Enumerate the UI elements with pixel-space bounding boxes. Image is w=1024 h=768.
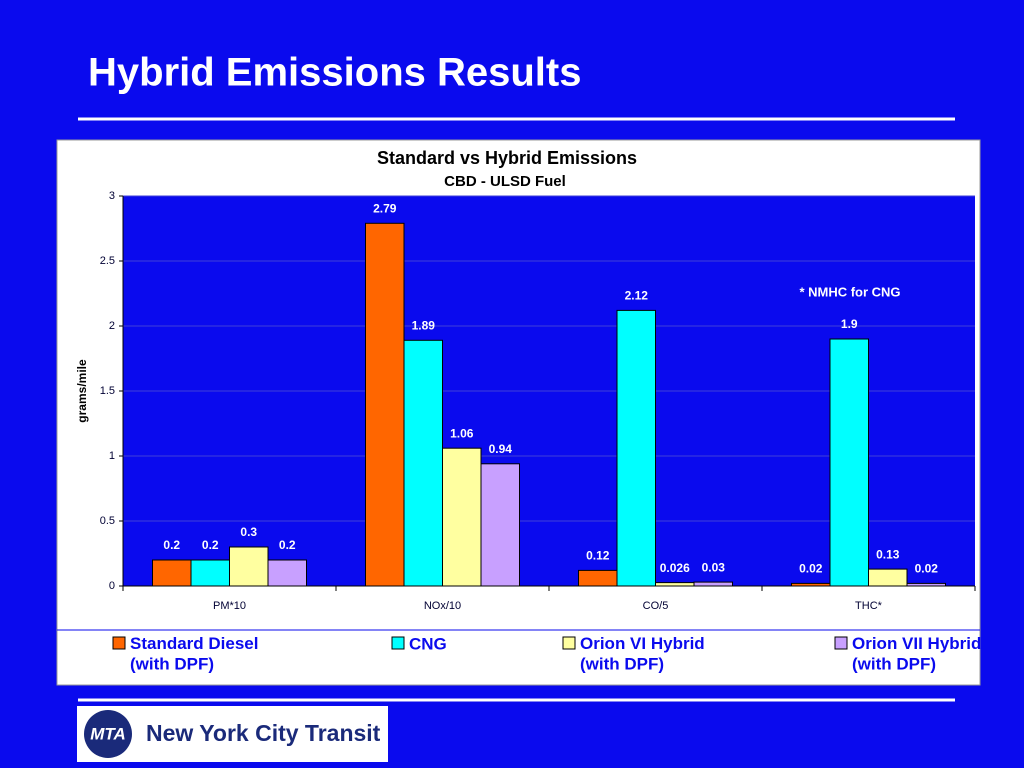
value-label: 0.12 [586,549,610,563]
bar [655,582,695,587]
logo-text: New York City Transit [146,720,381,746]
y-axis-label: grams/mile [75,359,89,423]
value-label: 0.94 [489,442,513,456]
value-label: 0.03 [702,560,726,574]
legend-swatch [834,636,848,650]
bar [616,309,656,587]
logo-circle [84,710,132,758]
value-label: 1.9 [841,317,858,331]
legend-label: CNG [409,634,447,653]
x-tick-label: NOx/10 [424,600,461,612]
bar [791,582,831,587]
value-label: 0.02 [799,562,823,576]
bar [190,559,230,587]
y-tick-label: 0 [109,580,115,592]
bar [906,582,946,587]
legend-label: Orion VI Hybrid (with DPF) [580,634,705,673]
bar [152,559,192,587]
bar [267,559,307,587]
bar [442,447,482,587]
bar [693,581,733,587]
value-label: 0.2 [202,538,219,552]
bar [829,338,869,587]
value-label: 0.02 [915,562,939,576]
value-label: 1.89 [412,318,436,332]
x-tick-label: THC* [855,600,883,612]
y-tick-label: 1.5 [100,385,115,397]
y-tick-label: 0.5 [100,515,115,527]
legend-swatch [391,636,405,650]
value-label: 2.12 [625,289,649,303]
bar [480,463,520,587]
annotation: * NMHC for CNG [799,284,900,299]
value-label: 0.026 [660,561,690,575]
legend-label: Orion VII Hybrid (with DPF) [852,634,981,673]
legend-swatch [112,636,126,650]
legend-label: Standard Diesel (with DPF) [130,634,259,673]
y-tick-label: 1 [109,450,115,462]
value-label: 0.13 [876,547,900,561]
value-label: 2.79 [373,201,397,215]
value-label: 0.2 [279,538,296,552]
bar [868,568,908,587]
value-label: 1.06 [450,426,474,440]
value-label: 0.3 [240,525,257,539]
y-tick-label: 3 [109,190,115,202]
y-tick-label: 2.5 [100,255,115,267]
logo-mark: MTA [90,724,126,743]
x-tick-label: PM*10 [213,600,246,612]
slide-title: Hybrid Emissions Results [88,51,581,95]
y-tick-label: 2 [109,320,115,332]
chart-title: Standard vs Hybrid Emissions [377,148,637,168]
chart-subtitle: CBD - ULSD Fuel [444,173,566,190]
x-tick-label: CO/5 [643,600,669,612]
bar [365,222,405,587]
value-label: 0.2 [163,538,180,552]
bar [578,569,618,587]
legend-swatch [562,636,576,650]
bar [403,339,443,587]
bar [229,546,269,587]
